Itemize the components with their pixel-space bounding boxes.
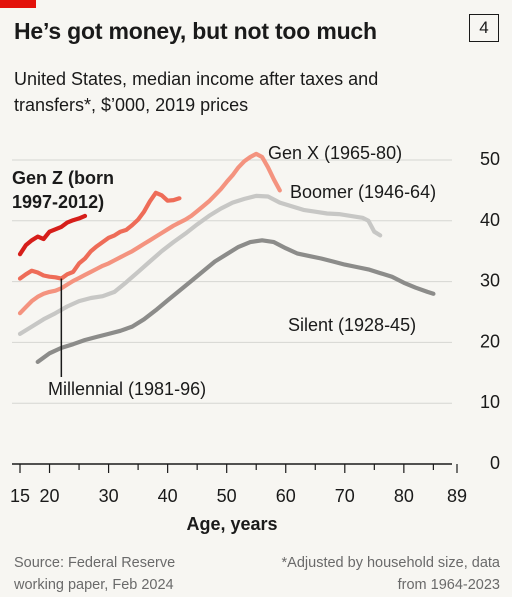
footnote: *Adjusted by household size, data from 1… xyxy=(281,555,500,593)
series-line-gen xyxy=(17,151,282,316)
series-label-silent: Silent (1928-45) xyxy=(288,315,416,335)
series-label-gen: Gen X (1965-80) xyxy=(268,143,402,163)
y-tick-label: 50 xyxy=(480,149,500,169)
x-tick-label: 70 xyxy=(335,486,355,506)
series-label-millennial: Millennial (1981-96) xyxy=(48,379,206,399)
series-line-silent xyxy=(35,238,436,364)
series-label-gen: Gen Z (born 1997-2012) xyxy=(12,168,114,212)
x-tick-label: 15 xyxy=(10,486,30,506)
x-axis-title: Age, years xyxy=(186,514,278,534)
x-tick-label: 50 xyxy=(217,486,237,506)
x-tick-label: 80 xyxy=(394,486,414,506)
x-tick-label: 60 xyxy=(276,486,296,506)
chart-number-badge: 4 xyxy=(469,14,499,42)
series-line-gen xyxy=(17,213,88,257)
chart-title: He’s got money, but not too much xyxy=(14,18,377,44)
y-tick-label: 0 xyxy=(490,453,500,473)
x-tick-label: 30 xyxy=(99,486,119,506)
x-tick-label: 40 xyxy=(158,486,178,506)
series-line-boomer xyxy=(17,193,383,336)
y-tick-label: 40 xyxy=(480,210,500,230)
x-tick-label: 89 xyxy=(447,486,467,506)
y-tick-label: 30 xyxy=(480,271,500,291)
x-tick-label: 20 xyxy=(40,486,60,506)
brand-red-bar xyxy=(0,0,36,8)
y-tick-label: 10 xyxy=(480,392,500,412)
source-note: Source: Federal Reserve working paper, F… xyxy=(14,555,176,593)
series-line-millennial xyxy=(17,190,182,281)
series-label-boomer: Boomer (1946-64) xyxy=(290,182,436,202)
chart-subtitle: United States, median income after taxes… xyxy=(14,69,379,115)
y-tick-label: 20 xyxy=(480,331,500,351)
